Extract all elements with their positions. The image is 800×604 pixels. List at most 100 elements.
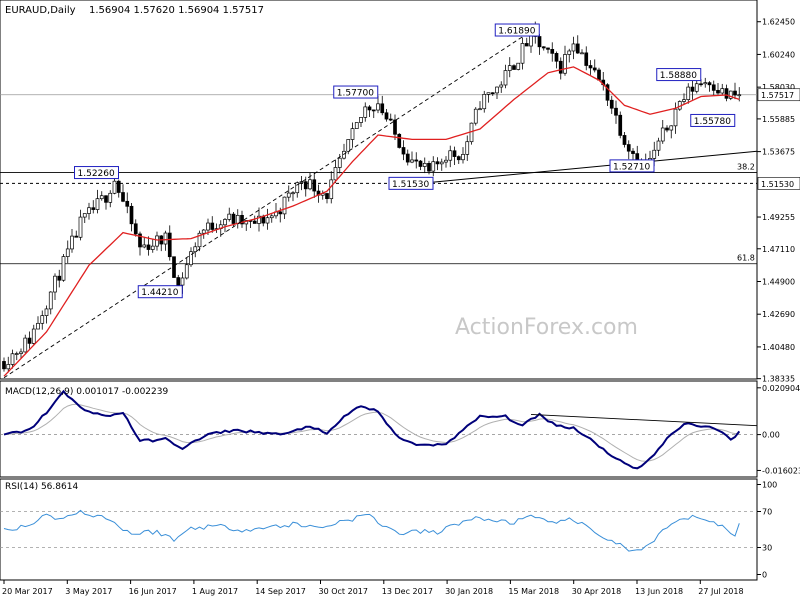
candle-body [265,217,270,224]
candle-body [507,65,512,71]
time-tick-label: 16 Jun 2017 [129,587,177,596]
candle-body [456,156,461,161]
candle-body [490,92,495,95]
candle-body [193,246,198,253]
rsi-tick-label: 30 [762,544,772,553]
candle-body [108,192,113,203]
candle-body [478,108,482,111]
candle-body [121,192,125,202]
candle-body [524,43,529,47]
candle-body [605,84,610,101]
candle-body [104,195,108,203]
candle-body [554,53,559,62]
candle-body [371,109,376,112]
price-label-box [137,285,183,299]
price-label-box [74,166,119,180]
candle-body [609,99,614,109]
price-tick-label: 1.60240 [762,50,795,59]
candle-body [699,83,703,86]
candle-body [112,180,117,194]
candle-body [65,248,70,257]
candle-body [303,181,308,190]
candle-body [87,207,91,214]
candle-body [14,353,19,355]
moving-average-line [3,66,740,377]
candle-body [282,196,287,215]
candle-body [720,88,725,94]
candle-body [27,337,32,344]
candle-body [231,213,236,224]
candle-body [452,150,457,157]
price-label-box [333,85,379,99]
candle-body [2,361,6,370]
candle-body [61,256,66,281]
candle-body [461,154,465,161]
price-tick-label: 1.44900 [762,277,795,286]
candle-body [495,86,499,94]
candle-body [520,43,525,64]
candle-body [444,159,448,163]
price-tick-label: 1.62450 [762,18,795,27]
price-label: 1.52260 [78,169,115,179]
candle-body [405,153,410,163]
candle-body [295,182,300,194]
candle-body [308,179,312,190]
candle-body [299,181,304,184]
macd-signal-line [3,403,740,462]
candle-body [631,150,635,154]
candle-body [486,92,491,95]
candle-body [465,141,470,155]
candle-body [448,150,453,161]
price-label: 1.57700 [337,89,374,99]
candle-body [74,235,79,238]
candle-body [125,200,130,207]
candle-body [19,351,23,354]
time-tick-label: 13 Dec 2017 [382,587,433,596]
time-tick-label: 30 Jan 2018 [445,587,493,596]
candle-body [223,219,227,226]
price-label: 1.44210 [141,288,178,298]
candle-body [503,70,508,86]
candle-body [588,65,593,69]
candle-body [10,353,15,365]
candle-body [703,82,708,85]
candle-body [23,337,28,353]
candle-body [418,160,423,167]
candle-body [422,162,427,167]
price-label: 1.55780 [694,117,731,127]
rsi-line [3,509,740,552]
candle-body [359,117,363,123]
candle-body [129,205,134,225]
fib-level-label: 38.2 [737,163,755,172]
candle-body [482,94,487,110]
candle-body [546,47,550,50]
price-label: 1.61890 [498,27,535,37]
candle-body [240,215,244,225]
candle-body [312,179,317,192]
last-price-label: 1.57517 [761,91,794,100]
candle-body [388,118,393,121]
support-level-box [757,177,800,190]
candle-body [53,275,57,293]
support-level-label: 1.51530 [761,180,794,189]
candle-body [172,256,176,278]
candle-body [286,192,291,198]
candle-body [176,277,181,286]
price-tick-label: 1.49255 [762,213,795,222]
candle-body [346,139,351,152]
ohlc-values: 1.56904 1.57620 1.56904 1.57517 [89,5,264,16]
rsi-tick-label: 70 [762,508,772,517]
candle-body [82,213,87,218]
candle-body [376,103,380,111]
candle-body [325,193,329,200]
candle-body [401,147,406,155]
candle-body [571,43,576,52]
candle-body [31,328,36,344]
price-tick-label: 1.55885 [762,115,795,124]
candle-body [626,144,631,152]
candle-body [350,128,355,140]
macd-line [3,389,741,470]
candle-body [537,36,542,48]
time-tick-label: 1 Aug 2017 [192,587,238,596]
